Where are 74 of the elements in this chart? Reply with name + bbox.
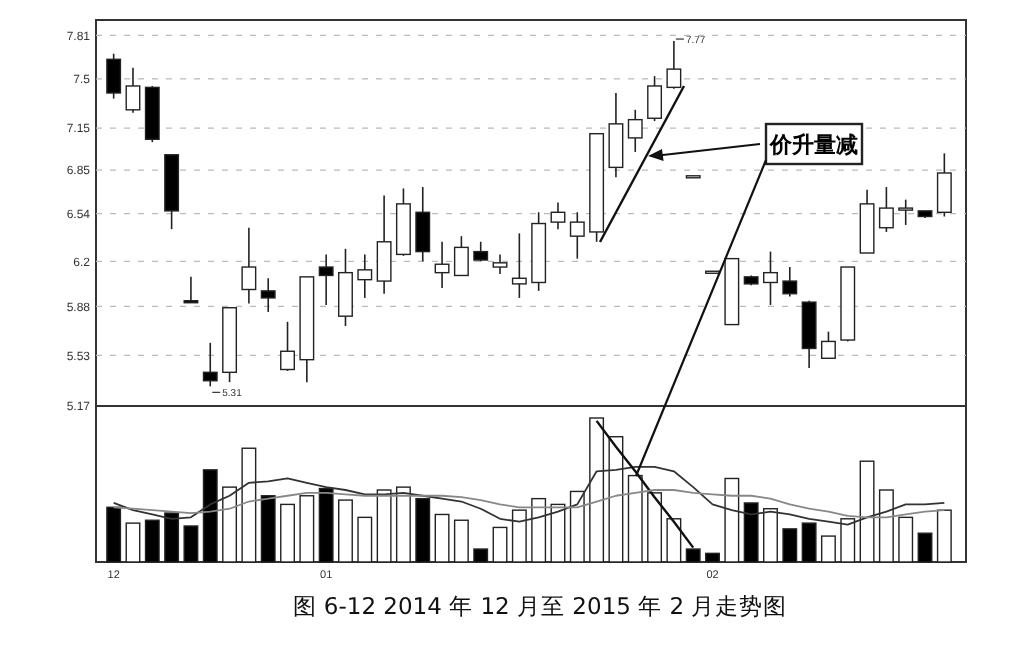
bar bbox=[627, 474, 643, 563]
bar bbox=[415, 497, 431, 563]
candlestick bbox=[763, 250, 778, 306]
bar bbox=[666, 518, 682, 563]
candlestick bbox=[338, 247, 353, 327]
bar bbox=[569, 490, 585, 563]
candlestick bbox=[453, 235, 469, 277]
candlestick bbox=[569, 211, 585, 260]
caption: 图 6-12 2014 年 12 月至 2015 年 2 月走势图 bbox=[292, 592, 788, 620]
bar bbox=[125, 522, 141, 563]
bar bbox=[705, 552, 720, 563]
bar bbox=[183, 525, 199, 563]
bar bbox=[878, 489, 894, 563]
candlestick bbox=[357, 253, 373, 299]
bar bbox=[202, 469, 218, 563]
candlestick bbox=[801, 299, 817, 369]
candlestick bbox=[608, 92, 624, 179]
bar bbox=[144, 519, 160, 563]
bar bbox=[511, 509, 527, 563]
candlestick bbox=[415, 186, 431, 263]
bar bbox=[898, 516, 914, 563]
bar bbox=[917, 532, 933, 563]
bar bbox=[338, 499, 353, 563]
bar bbox=[647, 492, 663, 563]
candlestick bbox=[782, 266, 798, 298]
bar bbox=[106, 506, 122, 563]
bar bbox=[357, 516, 373, 563]
candlestick bbox=[183, 276, 199, 304]
bar bbox=[260, 495, 276, 563]
candlestick bbox=[125, 66, 141, 114]
bar bbox=[589, 417, 605, 563]
bar bbox=[280, 503, 295, 563]
bar bbox=[936, 509, 952, 563]
candlestick bbox=[260, 277, 276, 313]
bar bbox=[801, 522, 817, 563]
candlestick bbox=[550, 201, 566, 230]
bar bbox=[222, 486, 238, 563]
bar bbox=[763, 508, 778, 563]
candlestick bbox=[280, 320, 295, 372]
bar bbox=[164, 512, 180, 563]
candlestick bbox=[241, 226, 257, 305]
bar bbox=[840, 518, 856, 563]
candlestick bbox=[202, 342, 218, 388]
bar bbox=[782, 528, 798, 563]
bar bbox=[820, 535, 836, 563]
bar bbox=[434, 513, 450, 563]
bar bbox=[608, 436, 624, 563]
candlestick bbox=[492, 253, 508, 275]
bar bbox=[492, 526, 508, 563]
bar bbox=[453, 519, 469, 563]
candlestick bbox=[666, 40, 682, 90]
bar bbox=[395, 486, 411, 563]
bar bbox=[531, 497, 547, 563]
annotation: 价升量减 bbox=[768, 132, 858, 158]
candlestick bbox=[878, 186, 894, 233]
bar bbox=[299, 495, 315, 563]
bar bbox=[241, 447, 257, 563]
bar bbox=[724, 477, 740, 563]
candlestick bbox=[376, 194, 392, 295]
bar bbox=[318, 487, 334, 563]
candlestick bbox=[627, 109, 643, 153]
bar bbox=[376, 489, 392, 563]
bar bbox=[859, 460, 875, 563]
candlestick bbox=[820, 330, 836, 360]
candlestick bbox=[434, 240, 450, 289]
candlestick bbox=[106, 52, 122, 100]
bar bbox=[685, 548, 701, 563]
candlestick bbox=[511, 232, 527, 299]
candlestick bbox=[936, 152, 952, 218]
candlestick bbox=[647, 75, 663, 122]
bar bbox=[743, 502, 759, 563]
bar bbox=[473, 548, 489, 563]
candlestick bbox=[318, 253, 334, 306]
candlestick bbox=[898, 198, 914, 226]
